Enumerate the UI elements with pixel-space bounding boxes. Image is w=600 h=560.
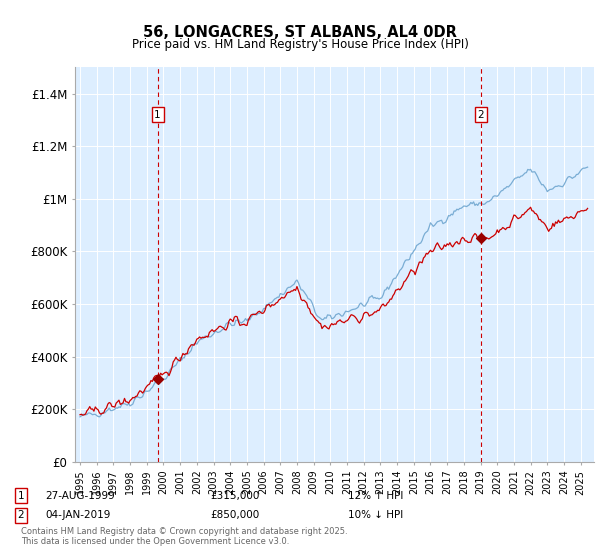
Text: 04-JAN-2019: 04-JAN-2019: [45, 510, 110, 520]
Text: 1: 1: [17, 491, 25, 501]
Point: [476, 234, 485, 243]
Point: [153, 375, 163, 384]
Text: 2: 2: [478, 110, 484, 120]
Text: £850,000: £850,000: [210, 510, 259, 520]
Text: £315,000: £315,000: [210, 491, 259, 501]
Text: 56, LONGACRES, ST ALBANS, AL4 0DR: 56, LONGACRES, ST ALBANS, AL4 0DR: [143, 25, 457, 40]
Text: 2: 2: [17, 510, 25, 520]
Text: 12% ↑ HPI: 12% ↑ HPI: [348, 491, 403, 501]
Text: 1: 1: [154, 110, 161, 120]
Text: Price paid vs. HM Land Registry's House Price Index (HPI): Price paid vs. HM Land Registry's House …: [131, 38, 469, 51]
Text: 27-AUG-1999: 27-AUG-1999: [45, 491, 115, 501]
Text: Contains HM Land Registry data © Crown copyright and database right 2025.
This d: Contains HM Land Registry data © Crown c…: [21, 526, 347, 546]
Text: 10% ↓ HPI: 10% ↓ HPI: [348, 510, 403, 520]
